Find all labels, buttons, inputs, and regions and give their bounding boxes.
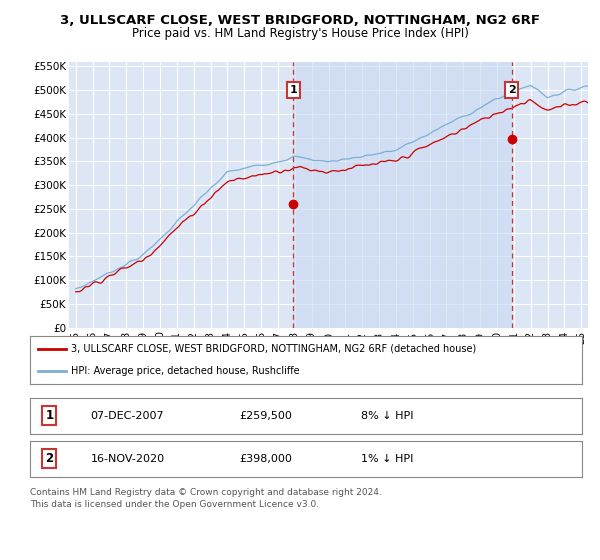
Text: Price paid vs. HM Land Registry's House Price Index (HPI): Price paid vs. HM Land Registry's House … <box>131 27 469 40</box>
Text: 3, ULLSCARF CLOSE, WEST BRIDGFORD, NOTTINGHAM, NG2 6RF: 3, ULLSCARF CLOSE, WEST BRIDGFORD, NOTTI… <box>60 14 540 27</box>
Text: 3, ULLSCARF CLOSE, WEST BRIDGFORD, NOTTINGHAM, NG2 6RF (detached house): 3, ULLSCARF CLOSE, WEST BRIDGFORD, NOTTI… <box>71 344 476 354</box>
Text: £398,000: £398,000 <box>240 454 293 464</box>
Bar <box>293 62 512 328</box>
Text: 1% ↓ HPI: 1% ↓ HPI <box>361 454 413 464</box>
Text: HPI: Average price, detached house, Rushcliffe: HPI: Average price, detached house, Rush… <box>71 366 300 376</box>
Text: 2: 2 <box>508 85 516 95</box>
Text: This data is licensed under the Open Government Licence v3.0.: This data is licensed under the Open Gov… <box>30 500 319 508</box>
Text: 16-NOV-2020: 16-NOV-2020 <box>91 454 165 464</box>
Text: 07-DEC-2007: 07-DEC-2007 <box>91 411 164 421</box>
Text: £259,500: £259,500 <box>240 411 293 421</box>
Text: 2: 2 <box>45 452 53 465</box>
Text: 1: 1 <box>45 409 53 422</box>
Text: 1: 1 <box>290 85 298 95</box>
Text: 8% ↓ HPI: 8% ↓ HPI <box>361 411 414 421</box>
Text: Contains HM Land Registry data © Crown copyright and database right 2024.: Contains HM Land Registry data © Crown c… <box>30 488 382 497</box>
